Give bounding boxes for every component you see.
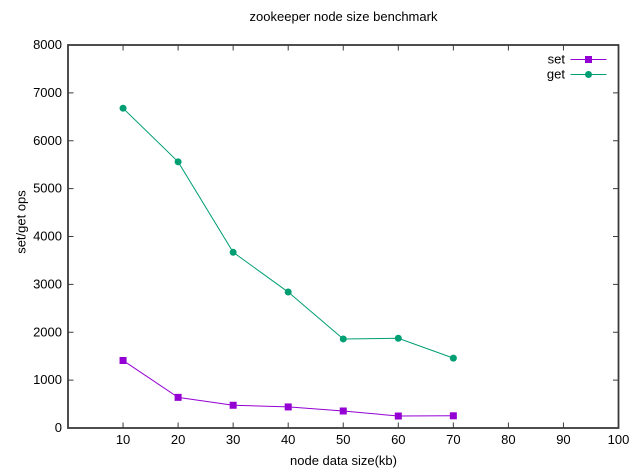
series-get bbox=[119, 104, 457, 362]
x-tick-label: 70 bbox=[446, 432, 460, 447]
data-point-set bbox=[339, 407, 347, 415]
legend-label-set: set bbox=[548, 52, 566, 67]
series-set bbox=[119, 356, 457, 420]
y-tick-label: 0 bbox=[55, 420, 62, 435]
data-point-set bbox=[174, 393, 182, 401]
x-tick-label: 20 bbox=[171, 432, 185, 447]
data-point-get bbox=[119, 104, 127, 112]
y-tick-label: 5000 bbox=[33, 181, 62, 196]
data-point-set bbox=[449, 412, 457, 420]
data-point-get bbox=[229, 248, 237, 256]
x-tick-label: 50 bbox=[336, 432, 350, 447]
y-axis-ticks: 0 1000 2000 3000 4000 5000 6000 7000 8000 bbox=[33, 37, 619, 435]
data-point-get bbox=[339, 335, 347, 343]
data-point-set bbox=[394, 412, 402, 420]
x-tick-label: 60 bbox=[391, 432, 405, 447]
chart-title: zookeeper node size benchmark bbox=[249, 9, 438, 24]
y-tick-label: 6000 bbox=[33, 133, 62, 148]
legend-entry-get: get bbox=[547, 67, 607, 82]
plot-border bbox=[67, 44, 620, 429]
legend-marker-get bbox=[585, 71, 592, 78]
y-tick-label: 3000 bbox=[33, 276, 62, 291]
x-axis-ticks: 10 20 30 40 50 60 70 80 90 100 bbox=[116, 45, 630, 447]
series-line-get bbox=[122, 107, 454, 359]
legend-entry-set: set bbox=[548, 52, 607, 67]
x-axis-label: node data size(kb) bbox=[290, 453, 397, 468]
y-tick-label: 8000 bbox=[33, 37, 62, 52]
x-tick-label: 40 bbox=[281, 432, 295, 447]
data-point-get bbox=[449, 354, 457, 362]
data-point-get bbox=[174, 158, 182, 166]
y-tick-label: 4000 bbox=[33, 229, 62, 244]
data-point-set bbox=[229, 401, 237, 409]
data-point-get bbox=[394, 334, 402, 342]
x-tick-label: 100 bbox=[608, 432, 630, 447]
data-point-set bbox=[284, 403, 292, 411]
data-point-set bbox=[119, 356, 127, 364]
y-tick-label: 7000 bbox=[33, 85, 62, 100]
legend-label-get: get bbox=[547, 67, 565, 82]
x-tick-label: 80 bbox=[501, 432, 515, 447]
x-tick-label: 90 bbox=[556, 432, 570, 447]
legend-marker-set bbox=[585, 56, 592, 63]
data-point-get bbox=[284, 288, 292, 296]
x-tick-label: 10 bbox=[116, 432, 130, 447]
y-tick-label: 2000 bbox=[33, 324, 62, 339]
x-tick-label: 30 bbox=[226, 432, 240, 447]
y-tick-label: 1000 bbox=[33, 372, 62, 387]
